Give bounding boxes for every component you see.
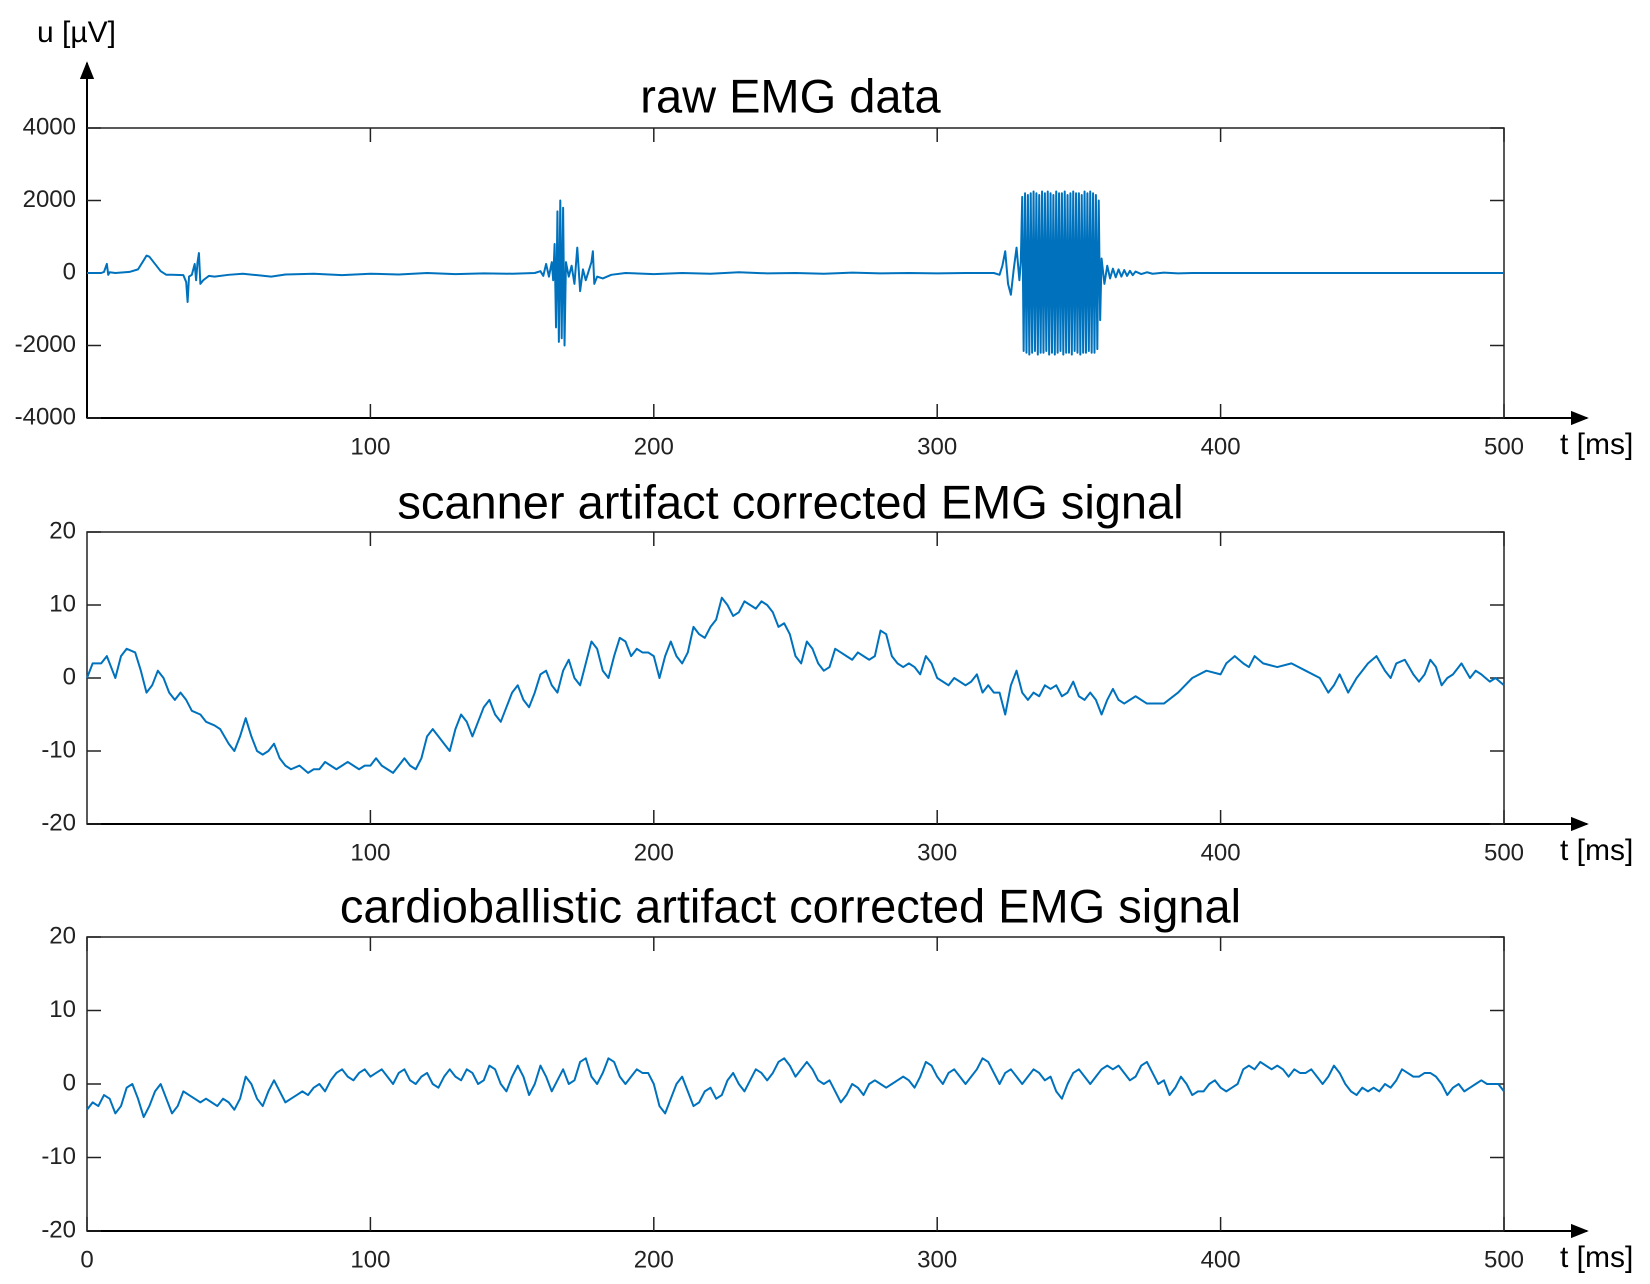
signal-line bbox=[86, 596, 1505, 774]
x-tick-label: 300 bbox=[917, 839, 957, 866]
x-tick-label: 500 bbox=[1484, 1246, 1524, 1273]
x-tick-label: 200 bbox=[634, 839, 674, 866]
y-tick-label: -10 bbox=[41, 1143, 76, 1170]
x-tick-label: 400 bbox=[1201, 433, 1241, 460]
x-tick-label: 500 bbox=[1484, 839, 1524, 866]
x-tick-label: 500 bbox=[1484, 433, 1524, 460]
y-tick-label: 20 bbox=[49, 922, 76, 949]
signal-line bbox=[87, 190, 1504, 356]
signal-line bbox=[86, 1057, 1505, 1119]
x-tick-label: 300 bbox=[917, 1246, 957, 1273]
x-tick-label: 400 bbox=[1201, 839, 1241, 866]
plot-frame bbox=[86, 936, 1505, 1232]
x-axis-label: t [ms] bbox=[1560, 1241, 1633, 1274]
y-tick-label: -20 bbox=[41, 809, 76, 836]
x-tick-label: 400 bbox=[1201, 1246, 1241, 1273]
y-tick-label: 10 bbox=[49, 590, 76, 617]
x-tick-label: 100 bbox=[350, 1246, 390, 1273]
x-tick-label: 200 bbox=[634, 433, 674, 460]
y-tick-label: -4000 bbox=[15, 403, 76, 430]
plot-frame bbox=[86, 531, 1505, 825]
y-tick-label: -10 bbox=[41, 736, 76, 763]
y-tick-label: 0 bbox=[63, 663, 76, 690]
x-tick-label: 300 bbox=[917, 433, 957, 460]
x-tick-label: 200 bbox=[634, 1246, 674, 1273]
x-axis-label: t [ms] bbox=[1560, 834, 1633, 867]
y-tick-label: 0 bbox=[63, 258, 76, 285]
y-tick-label: 2000 bbox=[23, 186, 76, 213]
y-tick-label: 10 bbox=[49, 996, 76, 1023]
y-tick-label: 20 bbox=[49, 517, 76, 544]
x-axis-label: t [ms] bbox=[1560, 428, 1633, 461]
y-axis-label: u [µV] bbox=[37, 16, 116, 49]
y-tick-label: -2000 bbox=[15, 331, 76, 358]
chart-title: cardioballistic artifact corrected EMG s… bbox=[340, 879, 1241, 932]
x-tick-label: 0 bbox=[80, 1246, 93, 1273]
chart-title: raw EMG data bbox=[640, 69, 941, 122]
x-tick-label: 100 bbox=[350, 433, 390, 460]
chart-title: scanner artifact corrected EMG signal bbox=[397, 475, 1183, 528]
y-tick-label: 0 bbox=[63, 1069, 76, 1096]
y-tick-label: 4000 bbox=[23, 113, 76, 140]
x-tick-label: 100 bbox=[350, 839, 390, 866]
y-tick-label: -20 bbox=[41, 1216, 76, 1243]
